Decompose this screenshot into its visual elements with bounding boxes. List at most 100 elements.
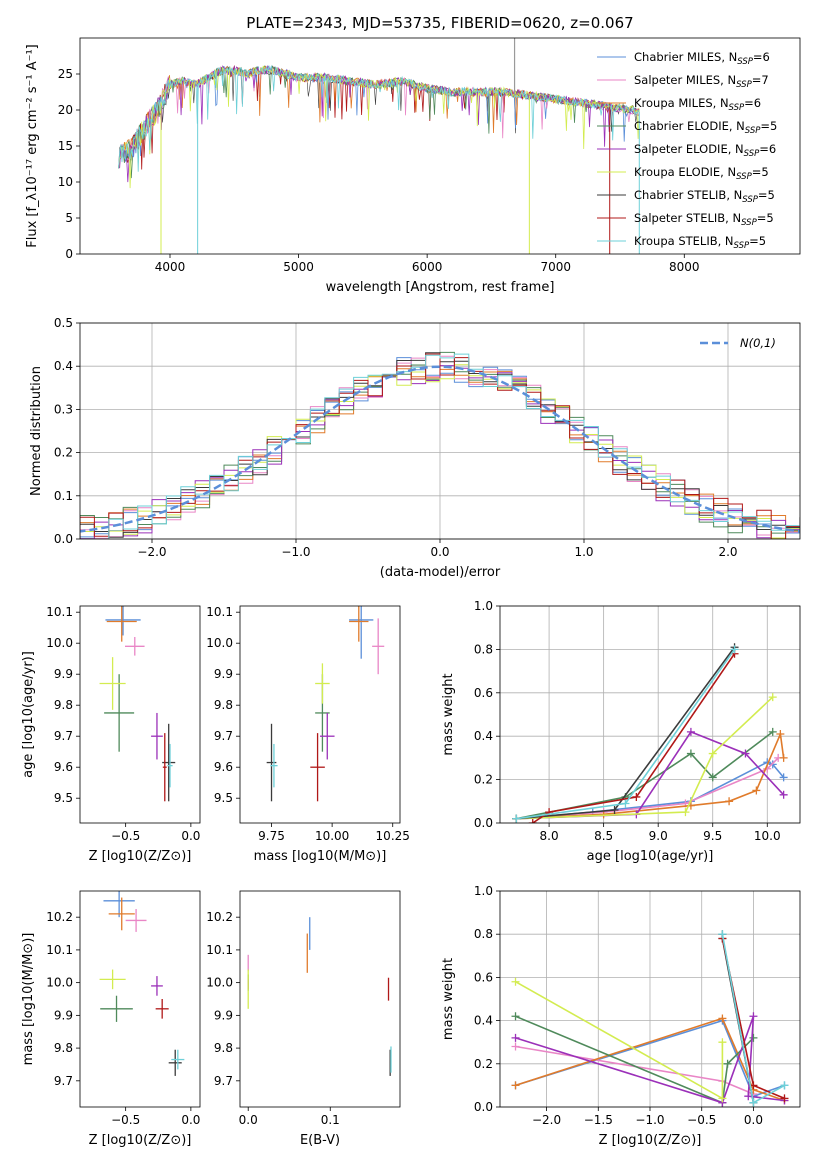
weight-marker: [511, 1081, 520, 1090]
x-tick-label: 0.0: [181, 1113, 200, 1127]
legend-text: Kroupa STELIB, N: [634, 234, 734, 248]
weight-series-line: [516, 696, 774, 820]
weight-marker: [681, 808, 690, 817]
legend-label: Chabrier STELIB, NSSP=5: [634, 188, 775, 205]
weight-marker: [718, 1014, 727, 1023]
legend-text: Salpeter ELODIE, N: [634, 142, 744, 156]
y-tick-label: 9.5: [54, 791, 73, 805]
legend-text: =5: [752, 165, 769, 179]
figure-title: PLATE=2343, MJD=53735, FIBERID=0620, z=0…: [246, 14, 633, 32]
legend-text: Salpeter MILES, N: [634, 73, 736, 87]
x-tick-label: 0.0: [181, 829, 200, 843]
spectrum-line: [118, 65, 640, 179]
residuals-x-axis-label: (data-model)/error: [380, 565, 501, 580]
x-tick-label: 0.0: [239, 1113, 258, 1127]
x-tick-label: −1.0: [635, 1113, 664, 1127]
age-vs-Z-plot-area: [99, 606, 176, 802]
y-tick-label: 10.1: [46, 605, 73, 619]
x-tick-label: 0.0: [744, 1113, 763, 1127]
weight-marker: [768, 727, 777, 736]
weight-marker: [511, 1012, 520, 1021]
weight-marker: [752, 786, 761, 795]
x-tick-label: −0.5: [111, 829, 140, 843]
x-tick-label: 10.25: [376, 829, 410, 843]
y-tick-label: 0: [65, 247, 73, 261]
spectrum-plot-area: [118, 38, 640, 254]
x-tick-label: 9.75: [258, 829, 285, 843]
y-tick-label: 10.1: [46, 943, 73, 957]
legend-text: =7: [752, 73, 769, 87]
spectrum-y-axis-label: Flux [f_λ10⁻¹⁷ erg cm⁻² s⁻¹ A⁻¹]: [25, 44, 40, 248]
x-tick-label: 6000: [412, 260, 443, 274]
y-tick-label: 10.0: [206, 976, 233, 990]
weight-marker: [741, 749, 750, 758]
weight-marker: [621, 799, 630, 808]
mass-vs-EBV-panel: 0.0 0.1 9.7 9.8 9.9 10.0 10.1 10.2 E(B-V): [206, 890, 401, 1148]
mass-vs-Z-frame: [79, 890, 201, 1108]
age-vs-mass-plot-area: [266, 606, 385, 802]
y-tick-label: 0.6: [474, 686, 493, 700]
legend-subscript: SSP: [736, 80, 752, 90]
legend-text: =6: [759, 142, 776, 156]
spectrum-line: [118, 64, 640, 172]
residuals-panel: −2.0 −1.0 0.0 1.0 2.0 0.0 0.1 0.2 0.3 0.4 0.5 (data…: [29, 316, 801, 580]
y-tick-label: 9.9: [54, 667, 73, 681]
age-vs-mass-x-axis-label: mass [log10(M/M⊙)]: [254, 849, 387, 864]
y-tick-label: 9.6: [214, 760, 233, 774]
y-tick-label: 9.8: [54, 698, 73, 712]
weight-marker: [632, 792, 641, 801]
weight-marker: [730, 645, 739, 654]
x-tick-label: −2.0: [137, 545, 166, 559]
y-tick-label: 0.0: [474, 1100, 493, 1114]
y-tick-label: 9.9: [214, 667, 233, 681]
x-tick-label: 0.1: [321, 1113, 340, 1127]
weight-vs-Z-plot-area: [511, 930, 789, 1107]
legend-label: Kroupa ELODIE, NSSP=5: [634, 165, 769, 182]
weight-marker: [511, 1042, 520, 1051]
y-tick-label: 0.2: [474, 773, 493, 787]
age-vs-mass-frame: [239, 605, 401, 824]
legend-label: Chabrier ELODIE, NSSP=5: [634, 119, 777, 136]
x-tick-label: −0.5: [687, 1113, 716, 1127]
y-tick-label: 10.2: [206, 910, 233, 924]
x-tick-label: 8.5: [594, 829, 613, 843]
y-tick-label: 9.8: [214, 698, 233, 712]
weight-marker: [718, 1038, 727, 1047]
legend-text: Kroupa MILES, N: [634, 96, 729, 110]
x-tick-label: −0.5: [111, 1113, 140, 1127]
legend-text: Chabrier STELIB, N: [634, 188, 742, 202]
y-tick-label: 10.0: [46, 976, 73, 990]
age-vs-Z-frame: [79, 605, 201, 824]
mass-vs-Z-panel: −0.5 0.0 9.7 9.8 9.9 10.0 10.1 10.2 Z [log10(Z/Z…: [21, 890, 201, 1148]
mass-vs-EBV-plot-area: [247, 917, 392, 1076]
y-tick-label: 0.4: [54, 359, 73, 373]
weight-marker: [780, 1094, 789, 1103]
y-tick-label: 9.7: [214, 1074, 233, 1088]
y-tick-label: 1.0: [474, 884, 493, 898]
y-tick-label: 9.9: [214, 1008, 233, 1022]
mass-vs-Z-x-axis-label: Z [log10(Z/Z⊙)]: [89, 1133, 192, 1148]
residuals-y-axis-label: Normed distribution: [29, 366, 44, 496]
y-tick-label: 20: [58, 103, 73, 117]
age-vs-Z-x-axis-label: Z [log10(Z/Z⊙)]: [89, 849, 192, 864]
residuals-plot-area: [80, 351, 800, 539]
histogram-step: [80, 353, 800, 539]
weight-vs-Z-panel: −2.0 −1.5 −1.0 −0.5 0.0 0.0 0.2 0.4 0.6 0.8 1.0 Z […: [441, 884, 801, 1148]
y-tick-label: 0.8: [474, 927, 493, 941]
x-tick-label: 5000: [283, 260, 314, 274]
x-tick-label: −1.5: [584, 1113, 613, 1127]
y-tick-label: 0.3: [54, 402, 73, 416]
y-tick-label: 0.1: [54, 489, 73, 503]
legend-text: =6: [744, 96, 761, 110]
weight-marker: [511, 977, 520, 986]
y-tick-label: 10.0: [206, 636, 233, 650]
legend-text: =5: [749, 234, 766, 248]
y-tick-label: 0.5: [54, 316, 73, 330]
weight-marker: [779, 773, 788, 782]
y-tick-label: 9.7: [54, 729, 73, 743]
weight-marker: [725, 797, 734, 806]
weight-marker: [528, 819, 537, 823]
legend-subscript: SSP: [745, 126, 761, 136]
weight-marker: [768, 693, 777, 702]
